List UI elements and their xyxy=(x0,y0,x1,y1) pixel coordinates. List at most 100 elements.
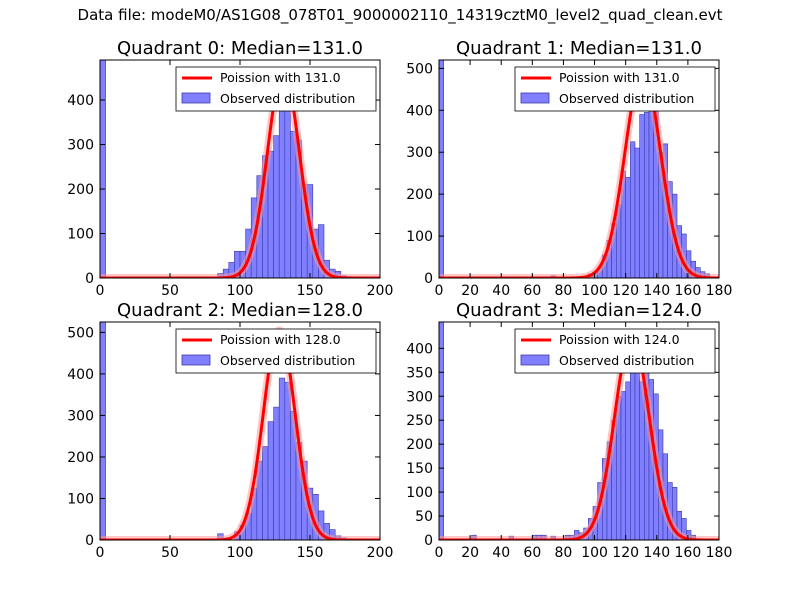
legend-bar-swatch xyxy=(520,92,550,104)
panel-title: Quadrant 1: Median=131.0 xyxy=(456,38,702,59)
y-tick-label: 0 xyxy=(424,271,433,287)
x-tick-label: 0 xyxy=(435,545,444,561)
x-tick-label: 20 xyxy=(461,545,479,561)
x-tick-label: 160 xyxy=(675,545,702,561)
y-tick-label: 300 xyxy=(406,145,433,161)
y-tick-label: 500 xyxy=(406,61,433,77)
figure-title: Data file: modeM0/AS1G08_078T01_90000021… xyxy=(77,6,723,24)
legend-line-label: Poission with 131.0 xyxy=(559,70,680,85)
y-tick-label: 350 xyxy=(406,365,433,381)
x-tick-label: 200 xyxy=(367,545,394,561)
y-tick-label: 100 xyxy=(406,229,433,245)
quadrant-0-panel: 0 50 100 150 200 0 100 200 300 400 Quadrant 0: Med… xyxy=(67,38,393,299)
x-tick-label: 0 xyxy=(96,545,105,561)
panel-title: Quadrant 3: Median=124.0 xyxy=(456,300,702,321)
y-tick-label: 0 xyxy=(85,271,94,287)
legend-bar-label: Observed distribution xyxy=(220,91,355,106)
legend-box xyxy=(175,66,377,112)
y-tick-label: 200 xyxy=(406,187,433,203)
legend-bar-label: Observed distribution xyxy=(559,91,694,106)
legend-line-label: Poission with 124.0 xyxy=(559,332,680,347)
legend-bar-swatch xyxy=(181,354,211,366)
y-tick-label: 300 xyxy=(67,138,94,154)
panel-title: Quadrant 0: Median=131.0 xyxy=(117,38,363,59)
plot-area xyxy=(439,322,719,540)
poisson-curve-line xyxy=(100,328,380,540)
x-tick-label: 40 xyxy=(492,545,510,561)
y-tick-label: 200 xyxy=(406,437,433,453)
quadrant-1-panel: 0 20 40 60 80 100 120 140 160 1800100200300400500… xyxy=(406,38,732,299)
legend-box xyxy=(514,66,716,112)
legend-bar-label: Observed distribution xyxy=(220,353,355,368)
x-tick-label: 50 xyxy=(161,283,179,299)
y-tick-label: 100 xyxy=(406,485,433,501)
legend-bar-swatch xyxy=(520,354,550,366)
legend: Poission with 131.0 Observed distribution xyxy=(514,66,716,112)
legend: Poission with 124.0 Observed distribution xyxy=(514,328,716,374)
y-tick-label: 300 xyxy=(67,408,94,424)
histogram-bar xyxy=(439,60,444,278)
y-tick-label: 150 xyxy=(406,461,433,477)
x-tick-label: 180 xyxy=(706,545,733,561)
legend-box xyxy=(514,328,716,374)
histogram-bar xyxy=(620,391,626,540)
y-tick-label: 100 xyxy=(67,491,94,507)
histogram-bar xyxy=(278,99,286,278)
y-tick-label: 400 xyxy=(67,93,94,109)
quadrant-3-panel: 0 20 40 60 80 100 120 140 160 1800501001502002503… xyxy=(406,300,732,561)
x-tick-label: 40 xyxy=(492,283,510,299)
histogram-bar xyxy=(273,135,280,278)
plot-area xyxy=(100,322,380,540)
y-tick-label: 0 xyxy=(85,533,94,549)
x-tick-label: 100 xyxy=(227,545,254,561)
poisson-curve-line xyxy=(100,69,380,278)
legend: Poission with 128.0 Observed distribution xyxy=(175,328,377,374)
y-tick-label: 400 xyxy=(67,367,94,383)
legend-box xyxy=(175,328,377,374)
x-tick-label: 80 xyxy=(555,545,573,561)
histogram-bar xyxy=(267,421,274,540)
histogram-bar xyxy=(290,130,297,278)
histogram-bar xyxy=(681,518,687,540)
quadrant-2-panel: 0 50 100 150 200 0 100 200 300 400 500 Quadrant 2: … xyxy=(67,300,393,561)
y-tick-label: 50 xyxy=(415,509,433,525)
x-tick-label: 120 xyxy=(612,545,639,561)
histogram-bar xyxy=(630,357,636,540)
histogram-bar xyxy=(262,446,269,540)
y-tick-label: 400 xyxy=(406,341,433,357)
legend-bar-label: Observed distribution xyxy=(559,353,694,368)
plot-frame xyxy=(438,59,720,279)
histogram-bar xyxy=(634,147,640,278)
histogram-bar xyxy=(630,141,636,278)
histogram-bar xyxy=(278,377,286,540)
legend: Poission with 131.0 Observed distribution xyxy=(175,66,377,112)
plot-frame xyxy=(438,321,720,541)
x-tick-label: 60 xyxy=(523,283,541,299)
x-tick-label: 140 xyxy=(643,283,670,299)
histogram-bar xyxy=(625,381,631,540)
poisson-curve-line xyxy=(439,334,719,540)
x-tick-label: 160 xyxy=(675,283,702,299)
x-tick-label: 100 xyxy=(581,283,608,299)
legend-line-label: Poission with 131.0 xyxy=(220,70,341,85)
x-tick-label: 120 xyxy=(612,283,639,299)
histogram-bar xyxy=(644,112,650,278)
x-tick-label: 60 xyxy=(523,545,541,561)
histogram-bar xyxy=(625,177,631,278)
y-tick-label: 400 xyxy=(406,103,433,119)
x-tick-label: 0 xyxy=(96,283,105,299)
x-tick-label: 150 xyxy=(297,545,324,561)
x-tick-label: 200 xyxy=(367,283,394,299)
y-tick-label: 250 xyxy=(406,413,433,429)
histogram-bar xyxy=(639,381,645,540)
histogram-bar xyxy=(284,95,291,278)
y-tick-label: 200 xyxy=(67,182,94,198)
x-tick-label: 0 xyxy=(435,283,444,299)
legend-bar-swatch xyxy=(181,92,211,104)
histogram-bar xyxy=(100,60,106,278)
y-tick-label: 100 xyxy=(67,227,94,243)
y-tick-label: 200 xyxy=(67,450,94,466)
x-tick-label: 150 xyxy=(297,283,324,299)
y-tick-label: 0 xyxy=(424,533,433,549)
y-tick-label: 300 xyxy=(406,389,433,405)
